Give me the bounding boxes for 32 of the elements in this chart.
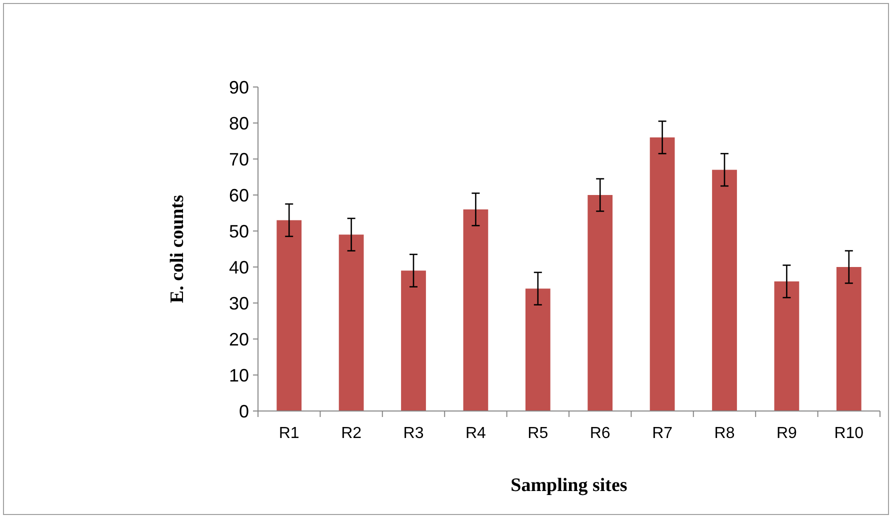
- x-axis-title: Sampling sites: [510, 475, 628, 496]
- y-tick-label: 80: [228, 113, 249, 134]
- bar: [276, 220, 302, 411]
- y-tick-label: 50: [228, 221, 249, 242]
- y-tick-label: 10: [228, 365, 249, 386]
- bar: [463, 209, 488, 411]
- y-tick-label: 40: [228, 257, 249, 278]
- bar: [588, 195, 613, 411]
- bar: [650, 137, 675, 411]
- bar: [774, 281, 800, 411]
- x-tick-label: R6: [590, 425, 610, 442]
- bar: [712, 170, 737, 411]
- bar: [836, 267, 862, 411]
- x-tick-label: R8: [714, 425, 735, 442]
- y-tick-label: 60: [228, 185, 249, 206]
- y-tick-label: 0: [238, 401, 249, 422]
- x-tick-label: R3: [403, 425, 424, 442]
- y-tick-label: 90: [228, 77, 249, 98]
- y-axis-title: E. coli counts: [167, 194, 188, 304]
- x-tick-label: R2: [341, 425, 362, 442]
- bar: [525, 288, 550, 411]
- y-tick-label: 30: [228, 293, 249, 314]
- x-tick-label: R4: [465, 425, 486, 442]
- bar: [338, 234, 364, 411]
- x-tick-label: R9: [776, 425, 798, 442]
- x-tick-label: R10: [834, 425, 864, 442]
- x-tick-label: R1: [278, 425, 300, 442]
- y-tick-label: 70: [228, 149, 249, 170]
- bar: [401, 270, 426, 411]
- x-tick-label: R7: [652, 425, 673, 442]
- y-tick-label: 20: [228, 329, 249, 350]
- x-tick-label: R5: [528, 425, 548, 442]
